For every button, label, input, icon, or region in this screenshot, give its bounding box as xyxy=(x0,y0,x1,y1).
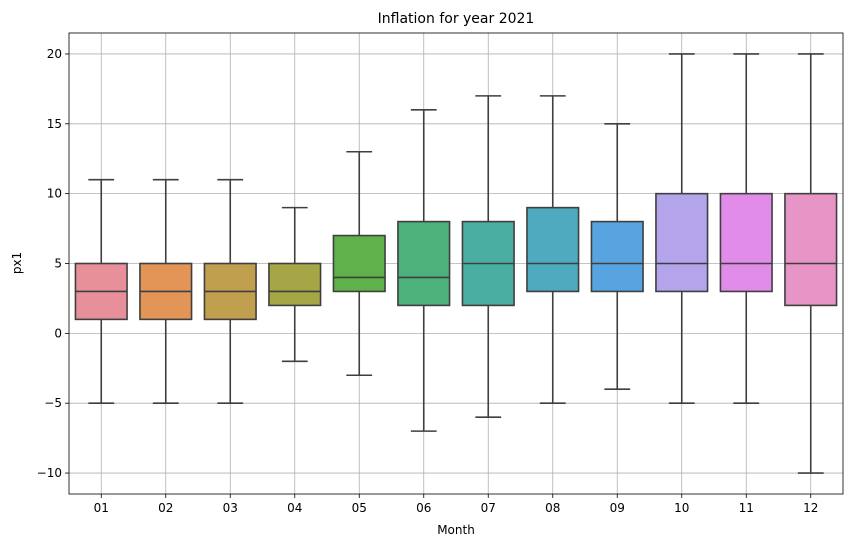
iqr-box xyxy=(655,192,709,293)
iqr-box xyxy=(784,192,838,307)
iqr-box xyxy=(397,220,451,307)
iqr-box xyxy=(526,206,580,293)
x-axis-ticks: 01 02 03 04 05 06 07 08 09 10 11 12 xyxy=(94,494,818,515)
x-tick-label: 09 xyxy=(610,501,625,515)
box-11 xyxy=(719,53,773,404)
box-09 xyxy=(590,123,644,391)
x-tick-label: 01 xyxy=(94,501,109,515)
x-tick-label: 12 xyxy=(803,501,818,515)
iqr-box xyxy=(268,262,322,307)
iqr-box xyxy=(590,220,644,293)
x-tick-label: 03 xyxy=(223,501,238,515)
chart-title: Inflation for year 2021 xyxy=(378,11,535,27)
y-tick-label: 20 xyxy=(47,47,62,61)
iqr-box xyxy=(332,234,386,293)
x-tick-label: 05 xyxy=(352,501,367,515)
y-tick-label: 15 xyxy=(47,117,62,131)
y-tick-label: 10 xyxy=(47,187,62,201)
x-tick-label: 11 xyxy=(739,501,754,515)
iqr-box xyxy=(719,192,773,293)
x-tick-label: 10 xyxy=(674,501,689,515)
box-04 xyxy=(268,206,322,363)
y-tick-label: 0 xyxy=(54,326,62,340)
y-tick-label: 5 xyxy=(54,257,62,271)
x-tick-label: 06 xyxy=(416,501,431,515)
y-tick-label: −5 xyxy=(44,396,62,410)
y-tick-label: −10 xyxy=(37,466,62,480)
box-01 xyxy=(74,178,128,404)
x-axis-label: Month xyxy=(437,523,475,537)
y-axis-ticks: −10 −5 0 5 10 15 20 xyxy=(37,47,69,480)
box-07 xyxy=(461,95,515,418)
box-05 xyxy=(332,150,386,377)
x-tick-label: 08 xyxy=(545,501,560,515)
x-tick-label: 02 xyxy=(158,501,173,515)
box-10 xyxy=(655,53,709,404)
box-02 xyxy=(139,178,193,404)
box-08 xyxy=(526,95,580,404)
box-03 xyxy=(203,178,257,404)
box-plot-series xyxy=(74,53,838,474)
y-axis-label: px1 xyxy=(10,252,24,274)
box-12 xyxy=(784,53,838,474)
box-06 xyxy=(397,109,451,432)
x-tick-label: 07 xyxy=(481,501,496,515)
x-tick-label: 04 xyxy=(287,501,302,515)
